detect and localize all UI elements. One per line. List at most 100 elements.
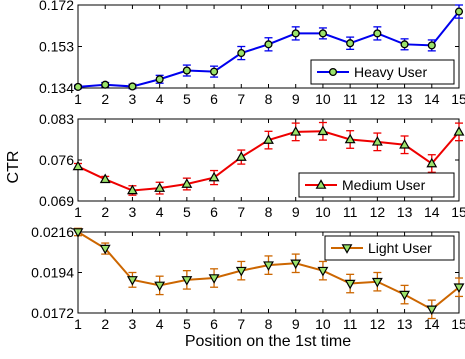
x-tick-label: 14	[424, 91, 440, 107]
x-tick-label: 4	[156, 204, 164, 220]
legend-marker	[328, 67, 338, 77]
data-point	[208, 171, 220, 182]
data-point	[426, 157, 438, 168]
data-point	[127, 184, 138, 195]
x-tick-label: 5	[183, 91, 191, 107]
x-tick-label: 13	[397, 316, 413, 332]
data-point	[453, 283, 465, 294]
x-tick-label: 15	[451, 204, 465, 220]
data-point	[235, 151, 247, 161]
data-point	[453, 126, 465, 136]
y-axis-label: CTR	[5, 151, 22, 184]
x-tick-label: 3	[129, 204, 137, 220]
data-point	[290, 259, 302, 270]
data-point	[399, 290, 410, 301]
data-point	[101, 80, 110, 89]
data-point	[73, 82, 83, 91]
x-tick-label: 11	[343, 91, 358, 107]
x-tick-label: 15	[451, 316, 465, 332]
x-tick-label: 12	[370, 204, 386, 220]
y-tick-label: 0.153	[39, 39, 74, 55]
x-tick-label: 14	[424, 316, 440, 332]
data-point	[373, 29, 382, 38]
legend-marker	[315, 179, 327, 189]
data-point	[427, 41, 436, 50]
data-point	[263, 261, 274, 271]
data-point	[371, 277, 383, 288]
data-point	[154, 182, 166, 192]
x-tick-label: 1	[74, 316, 82, 332]
x-tick-label: 10	[315, 316, 331, 332]
data-point	[99, 173, 111, 184]
legend: Light User	[324, 235, 455, 261]
data-point	[346, 39, 355, 48]
y-tick-label: 0.083	[39, 111, 74, 127]
x-tick-label: 9	[292, 91, 300, 107]
x-tick-label: 14	[424, 204, 440, 220]
x-tick-label: 10	[315, 204, 331, 220]
y-tick-label: 0.172	[39, 0, 74, 13]
data-point	[210, 67, 219, 76]
y-tick-label: 0.0172	[31, 305, 74, 321]
data-point	[426, 305, 438, 316]
x-tick-label: 11	[343, 316, 358, 332]
data-point	[182, 66, 191, 75]
data-point	[318, 29, 327, 38]
x-tick-label: 7	[237, 316, 245, 332]
x-tick-label: 3	[129, 316, 137, 332]
x-tick-label: 7	[237, 91, 245, 107]
x-tick-label: 3	[129, 91, 137, 107]
legend-label: Light User	[368, 240, 432, 256]
x-tick-label: 6	[210, 204, 218, 220]
x-tick-label: 2	[101, 204, 109, 220]
y-tick-label: 0.076	[39, 152, 74, 168]
data-point	[263, 134, 274, 144]
data-point	[400, 40, 409, 49]
legend-label: Medium User	[342, 177, 426, 193]
data-point	[72, 160, 84, 171]
y-tick-label: 0.134	[39, 80, 74, 96]
y-tick-label: 0.0216	[31, 224, 74, 240]
x-tick-label: 8	[265, 91, 273, 107]
x-axis-label: Position on the 1st time	[185, 333, 351, 350]
data-point	[290, 126, 302, 136]
data-point	[237, 49, 246, 58]
x-tick-label: 4	[156, 91, 164, 107]
x-tick-label: 8	[265, 316, 273, 332]
data-point	[264, 40, 273, 49]
data-point	[72, 228, 84, 238]
data-point	[454, 7, 464, 16]
data-point	[371, 136, 383, 146]
x-tick-label: 9	[292, 204, 300, 220]
data-point	[208, 274, 220, 284]
x-tick-label: 11	[343, 204, 358, 220]
x-tick-label: 6	[210, 91, 218, 107]
legend: Heavy User	[310, 59, 455, 85]
y-tick-label: 0.0194	[31, 265, 74, 281]
data-point	[181, 178, 193, 188]
data-point	[128, 82, 137, 91]
data-point	[181, 276, 193, 286]
x-tick-label: 2	[101, 316, 109, 332]
legend-marker	[341, 244, 353, 254]
x-tick-label: 15	[451, 91, 465, 107]
x-tick-label: 1	[74, 91, 82, 107]
x-tick-label: 8	[265, 204, 273, 220]
data-point	[317, 266, 329, 277]
x-tick-label: 5	[183, 204, 191, 220]
x-tick-label: 13	[397, 91, 413, 107]
data-point	[344, 133, 356, 144]
data-point	[235, 266, 247, 277]
data-point	[291, 29, 300, 38]
x-tick-label: 7	[237, 204, 245, 220]
x-tick-label: 4	[156, 316, 164, 332]
data-point	[127, 276, 138, 286]
x-tick-label: 6	[210, 316, 218, 332]
data-point	[344, 279, 356, 290]
data-point	[154, 281, 166, 292]
data-point	[317, 125, 329, 136]
